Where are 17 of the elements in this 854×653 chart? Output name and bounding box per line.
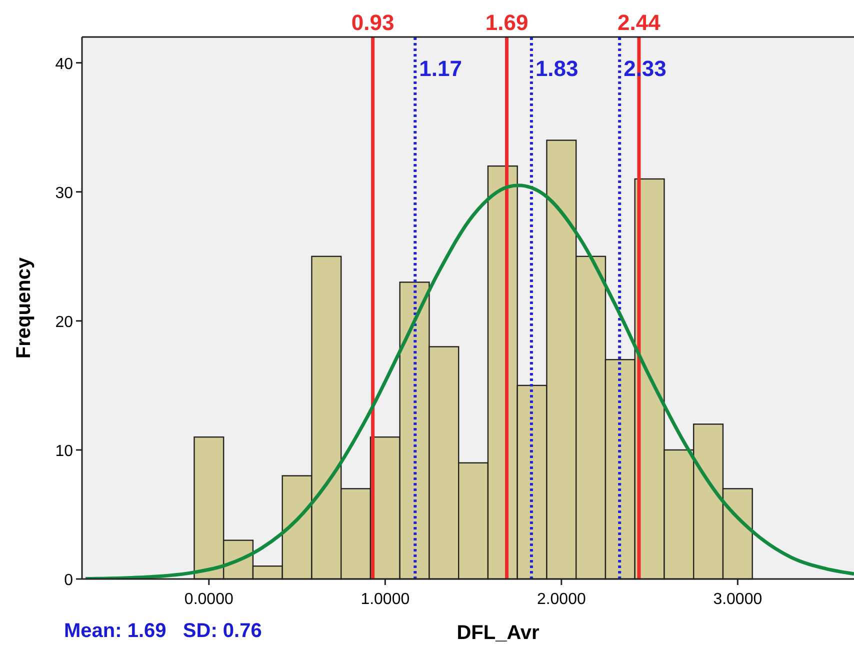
ref-line-label: 1.69 <box>485 10 528 35</box>
x-tick-label: 2.0000 <box>536 591 586 608</box>
text: Mean: 1.69 SD: 0.76 <box>64 620 262 642</box>
x-tick-label: 0.0000 <box>184 591 234 608</box>
y-tick-label: 40 <box>55 56 74 73</box>
y-tick-label: 10 <box>55 442 74 460</box>
ref-line-label: 0.93 <box>351 10 394 35</box>
ref-line-label: 1.83 <box>535 56 578 81</box>
x-tick-label: 1.0000 <box>360 591 410 608</box>
y-tick-label: 0 <box>64 572 74 589</box>
y-tick-label: 30 <box>55 184 74 202</box>
y-axis-title: Frequency <box>13 256 35 359</box>
ref-line-label: 2.44 <box>618 10 662 35</box>
y-tick-label: 20 <box>55 314 74 331</box>
x-tick-label: 3.0000 <box>713 591 762 608</box>
ref-line-label: 1.17 <box>419 56 462 81</box>
x-axis-title: DFL_Avr <box>456 622 540 644</box>
